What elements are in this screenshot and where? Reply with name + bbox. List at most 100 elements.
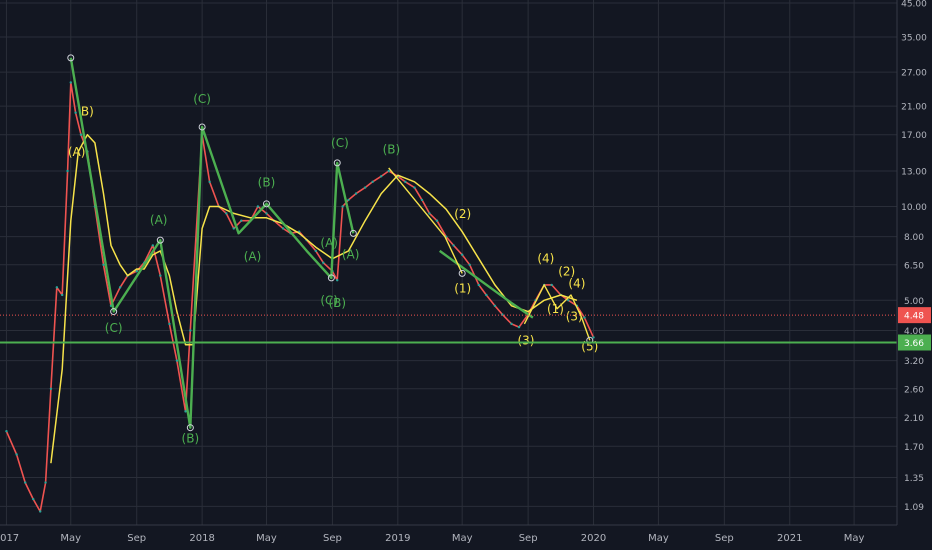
price-point bbox=[184, 410, 187, 413]
y-tick-label: 8.00 bbox=[904, 233, 924, 243]
price-point bbox=[208, 180, 211, 184]
price-point bbox=[159, 274, 162, 277]
price-point bbox=[225, 212, 228, 215]
wave-pivot bbox=[349, 229, 357, 237]
wave-label: (A) bbox=[320, 236, 338, 250]
horizontal-lines: 3.66 4.48 bbox=[0, 307, 931, 351]
price-point bbox=[79, 133, 83, 136]
wave-pivot bbox=[327, 274, 335, 282]
wave-line bbox=[388, 167, 463, 274]
grid bbox=[0, 0, 897, 525]
x-tick-label: May bbox=[256, 533, 277, 544]
x-tick-label: 2020 bbox=[581, 533, 606, 544]
price-point bbox=[452, 244, 455, 247]
wave-label: B) bbox=[81, 104, 94, 118]
wave-line bbox=[438, 249, 534, 319]
price-point bbox=[39, 510, 42, 513]
y-tick-label: 1.35 bbox=[904, 474, 924, 484]
x-tick-label: 2019 bbox=[385, 533, 410, 544]
x-tick-label: May bbox=[60, 533, 81, 544]
y-tick-label: 2.60 bbox=[904, 385, 924, 395]
price-point bbox=[49, 387, 53, 390]
x-tick-label: 2018 bbox=[189, 533, 214, 544]
wave-pivot bbox=[67, 54, 75, 62]
wave-label: (C) bbox=[193, 92, 211, 106]
y-tick-label: 3.20 bbox=[904, 357, 924, 367]
x-axis: 2017 May Sep 2018 May Sep 2019 May Sep 2020 May Sep… bbox=[0, 524, 897, 544]
price-point bbox=[336, 279, 339, 282]
wave-label: (A) bbox=[244, 250, 262, 264]
price-point bbox=[74, 111, 77, 114]
wave-label: (3) bbox=[566, 310, 583, 324]
price-point bbox=[380, 175, 383, 178]
x-tick-label: 2017 bbox=[0, 533, 19, 544]
price-point bbox=[135, 269, 138, 273]
wave-label: (B) bbox=[182, 431, 200, 445]
price-point bbox=[32, 497, 35, 501]
price-point bbox=[387, 169, 390, 173]
price-point bbox=[371, 180, 374, 184]
wave-label: (A) bbox=[68, 145, 86, 159]
price-point bbox=[151, 244, 155, 247]
wave-label: (4) bbox=[537, 252, 554, 266]
price-tag bbox=[898, 334, 931, 351]
wave-label: (B) bbox=[328, 296, 346, 310]
price-point bbox=[354, 192, 358, 195]
wave-label: (2) bbox=[454, 207, 471, 221]
price-point bbox=[567, 299, 570, 302]
x-tick-label: May bbox=[844, 533, 865, 544]
price-point bbox=[460, 253, 464, 256]
y-tick-label: 4.00 bbox=[904, 327, 924, 337]
price-point bbox=[60, 293, 64, 297]
price-point bbox=[550, 283, 553, 287]
wave-pivot bbox=[458, 269, 466, 277]
price-point bbox=[240, 219, 243, 222]
wave-label: (B) bbox=[258, 175, 276, 189]
wave-pivot bbox=[198, 123, 206, 131]
y-tick-label: 6.50 bbox=[904, 261, 924, 271]
y-axis: 45.00 35.00 27.00 21.00 17.00 13.00 10.00 8.00 6… bbox=[896, 0, 927, 525]
price-point bbox=[477, 283, 480, 287]
price-point bbox=[583, 316, 586, 319]
price-point bbox=[66, 169, 69, 173]
price-point bbox=[232, 227, 235, 230]
x-tick-label: May bbox=[648, 533, 669, 544]
price-point bbox=[322, 261, 325, 264]
price-point bbox=[468, 263, 471, 266]
y-tick-label: 21.00 bbox=[901, 103, 927, 113]
moving-average-line bbox=[50, 133, 578, 464]
price-point bbox=[404, 180, 407, 184]
price-tag-label: 3.66 bbox=[904, 339, 924, 349]
y-tick-label: 1.09 bbox=[904, 503, 924, 513]
price-point bbox=[413, 186, 416, 189]
x-tick-label: May bbox=[452, 533, 473, 544]
price-point bbox=[592, 336, 595, 339]
price-point bbox=[15, 453, 18, 456]
price-point bbox=[44, 481, 47, 484]
price-point bbox=[435, 219, 439, 222]
wave-lines bbox=[67, 54, 594, 432]
price-point bbox=[314, 249, 317, 253]
price-point bbox=[5, 430, 8, 433]
wave-pivot bbox=[110, 308, 118, 316]
price-point bbox=[55, 286, 59, 289]
price-point bbox=[517, 325, 521, 329]
price-point bbox=[69, 81, 72, 84]
wave-line bbox=[523, 284, 591, 341]
y-tick-label: 13.00 bbox=[901, 167, 927, 177]
wave-pivot bbox=[186, 424, 194, 432]
wave-label: (1) bbox=[547, 302, 564, 316]
wave-line bbox=[69, 57, 355, 429]
y-tick-label: 45.00 bbox=[901, 0, 927, 9]
y-tick-label: 2.10 bbox=[904, 414, 924, 424]
price-point bbox=[102, 263, 105, 266]
price-point bbox=[281, 227, 285, 230]
wave-label: (C) bbox=[105, 321, 123, 335]
y-tick-label: 35.00 bbox=[901, 33, 927, 43]
price-point bbox=[428, 212, 431, 215]
wave-pivot bbox=[156, 236, 164, 244]
wave-label: (A) bbox=[150, 213, 168, 227]
wave-label: (B) bbox=[383, 142, 401, 156]
